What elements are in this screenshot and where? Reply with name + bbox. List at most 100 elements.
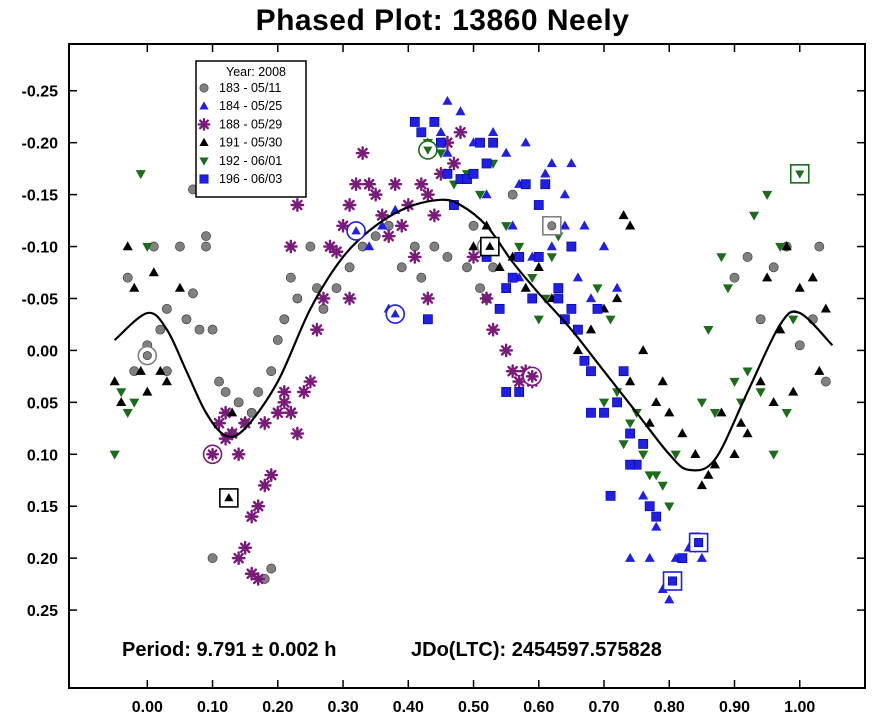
y-tick-label: -0.10 [22, 240, 59, 257]
legend-entry: 191 - 05/30 [199, 136, 282, 150]
data-point [716, 407, 727, 417]
legend-box [195, 60, 307, 198]
data-point [598, 398, 610, 408]
data-point [612, 282, 623, 292]
highlighted-marker [668, 576, 678, 586]
data-point [188, 288, 198, 299]
data-point [257, 478, 272, 493]
data-point [175, 241, 185, 252]
data-point [244, 509, 259, 524]
y-tick-label: 0.05 [27, 395, 58, 412]
data-point [527, 274, 538, 283]
data-point [573, 324, 583, 335]
data-point [553, 293, 564, 304]
data-point [696, 398, 707, 408]
data-point [344, 262, 355, 273]
data-point [540, 168, 551, 178]
data-point [409, 117, 420, 127]
legend-entry-label: 184 - 05/25 [219, 99, 282, 113]
data-point [533, 262, 544, 272]
highlighted-point [789, 164, 810, 184]
data-point [781, 409, 792, 419]
y-tick-label: -0.15 [22, 188, 59, 205]
data-point [116, 388, 127, 398]
highlighted-marker [142, 351, 152, 361]
data-point [290, 198, 305, 212]
data-point [644, 501, 655, 512]
data-point [214, 376, 224, 387]
data-point [342, 291, 357, 306]
plot-frame [68, 43, 866, 689]
data-point [290, 426, 305, 441]
data-point [716, 253, 727, 263]
highlighted-marker [485, 241, 495, 250]
data-point [527, 293, 538, 304]
data-point [814, 241, 825, 252]
data-point [231, 551, 246, 566]
data-point [598, 241, 610, 251]
data-point [355, 146, 370, 161]
data-point [722, 284, 734, 294]
data-point [396, 262, 407, 273]
data-point [566, 241, 577, 252]
highlighted-point [418, 140, 438, 160]
data-point [309, 322, 324, 337]
data-point [514, 242, 525, 252]
data-point [586, 407, 596, 418]
data-point [592, 303, 603, 314]
data-point [368, 187, 383, 202]
data-point [566, 303, 577, 314]
data-point [362, 177, 377, 192]
data-point [109, 450, 120, 460]
data-point [755, 388, 766, 398]
data-point [246, 407, 257, 418]
data-point [336, 218, 350, 233]
highlighted-marker [525, 369, 539, 383]
y-tick-label: 0.00 [27, 343, 58, 360]
data-point [696, 480, 707, 490]
data-point [414, 177, 429, 192]
data-point [625, 428, 636, 439]
highlighted-point [346, 221, 366, 241]
data-point [540, 179, 551, 190]
data-point [579, 355, 590, 366]
jdo-annotation: JDo(LTC): 2454597.575828 [411, 639, 662, 661]
legend-title: Year: 2008 [226, 65, 286, 79]
data-point [244, 566, 259, 581]
data-point [612, 397, 622, 408]
highlighted-point [137, 345, 158, 366]
data-point [585, 324, 597, 334]
data-point [625, 419, 636, 429]
data-point [285, 272, 296, 283]
data-point [820, 303, 831, 313]
data-point [742, 252, 753, 262]
data-point [135, 365, 146, 375]
data-point [407, 249, 422, 264]
data-point [277, 395, 292, 410]
data-point [377, 220, 388, 230]
x-tick-label: 0.50 [458, 699, 489, 716]
data-point [762, 272, 773, 282]
data-point [207, 324, 218, 335]
data-point [501, 222, 512, 232]
data-point [618, 210, 629, 220]
data-point [670, 450, 681, 460]
y-tick-label: -0.25 [22, 84, 59, 101]
data-point [488, 127, 499, 136]
highlighted-marker [423, 146, 433, 155]
highlighted-point [385, 304, 406, 324]
data-point [729, 272, 740, 283]
highlighted-marker [547, 221, 557, 231]
data-point [618, 440, 629, 450]
data-point [514, 387, 525, 397]
data-point [768, 262, 779, 273]
data-point [559, 220, 570, 230]
data-point [201, 241, 211, 252]
data-point [416, 127, 427, 138]
highlighted-point [662, 571, 683, 591]
data-point [305, 241, 316, 252]
data-point [116, 397, 127, 407]
data-point [638, 450, 649, 460]
data-point [481, 158, 492, 169]
legend-entry: 196 - 06/03 [199, 172, 282, 186]
